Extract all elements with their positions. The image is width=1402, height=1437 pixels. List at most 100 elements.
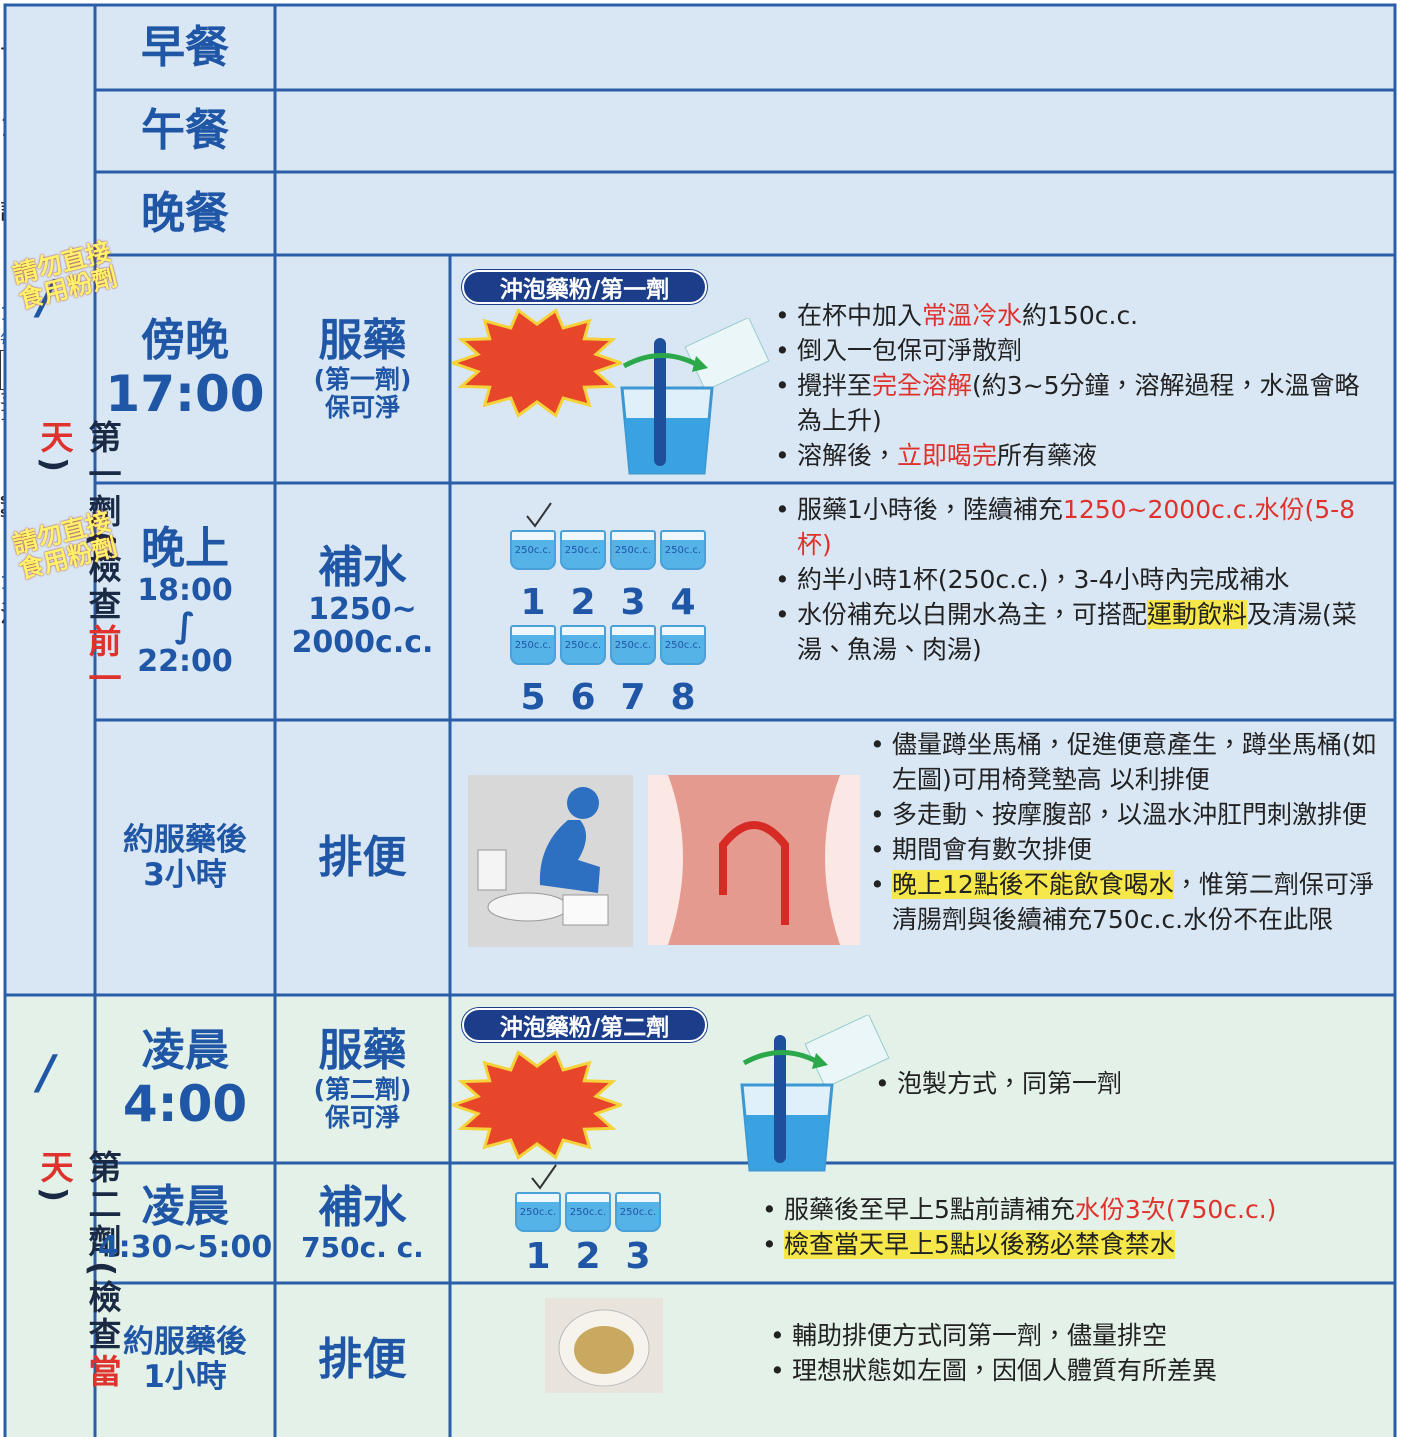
text-segment: 理想狀態如左圖，因個人體質有所差異 — [792, 1356, 1218, 1385]
cup-number: 2 — [575, 1236, 601, 1277]
bullet: 理想狀態如左圖，因個人體質有所差異 — [768, 1353, 1378, 1388]
check-mark — [526, 502, 552, 528]
cup-number: 2 — [570, 582, 596, 623]
check-mark — [531, 1164, 557, 1190]
bullet: 在杯中加入常溫冷水約150c.c. — [773, 298, 1383, 333]
time-cell: 晚上 18:00 ∫ 22:00 — [95, 483, 275, 720]
cup-number: 5 — [520, 677, 546, 718]
meal-name-text: 晚餐 — [141, 187, 229, 239]
text-segment: 檢查當天早上5點以後務必禁食禁水 — [784, 1230, 1175, 1259]
cup: 250c.c. — [510, 530, 556, 570]
text-segment: 服藥1小時後，陸續補充 — [797, 495, 1063, 524]
bullet: 多走動、按摩腹部，以溫水沖肛門刺激排便 — [868, 797, 1380, 832]
time-line: 3小時 — [143, 856, 227, 893]
section-label: 第一劑(檢查前一天) — [30, 420, 126, 730]
glass-illustration — [620, 318, 770, 475]
bullet: 儘量蹲坐馬桶，促進便意產生，蹲坐馬桶(如左圖)可用椅凳墊高 以利排便 — [868, 727, 1380, 797]
text-segment: (約3~5分鐘，溶解過程，水溫會略為上升) — [797, 371, 1360, 435]
bullet: 期間會有數次排便 — [868, 832, 1380, 867]
time-line: 17:00 — [105, 364, 265, 423]
cup: 250c.c. — [560, 530, 606, 570]
text-segment: 溶解後， — [797, 441, 898, 470]
bullet: 水份補充以白開水為主，可搭配運動飲料及清湯(菜湯、魚湯、肉湯) — [773, 597, 1383, 667]
cup: 250c.c. — [660, 625, 706, 665]
text-segment: 及清湯(菜湯、魚湯、肉湯) — [797, 600, 1357, 664]
text-segment: 期間會有數次排便 — [892, 835, 1093, 864]
time-line: 晚上 — [141, 523, 229, 575]
bullet-list: 輔助排便方式同第一劑，儘量排空理想狀態如左圖，因個人體質有所差異 — [768, 1318, 1378, 1388]
section-mark: / — [38, 1045, 55, 1099]
text-segment: 第二劑(檢查 — [83, 1150, 122, 1355]
text-segment: 在杯中加入 — [797, 301, 923, 330]
bullet: 服藥1小時後，陸續補充1250~2000c.c.水份(5-8杯) — [773, 492, 1383, 562]
bullet: 檢查當天早上5點以後務必禁食禁水 — [760, 1227, 1380, 1262]
text-segment: 多走動、按摩腹部，以溫水沖肛門刺激排便 — [892, 800, 1368, 829]
action-cell: 服藥 (第二劑) 保可淨 — [275, 995, 450, 1163]
badge: 沖泡藥粉/第二劑 — [462, 1008, 707, 1042]
bullet-list: 泡製方式，同第一劑 — [873, 1066, 1373, 1101]
action-line: 排便 — [318, 831, 407, 883]
action-cell: 服藥 (第一劑) 保可淨 — [275, 255, 450, 483]
time-line: 4:00 — [122, 1074, 248, 1133]
bullet: 攪拌至完全溶解(約3~5分鐘，溶解過程，水溫會略為上升) — [773, 368, 1383, 438]
cup-number: 8 — [670, 677, 696, 718]
text-segment: 水份3次(750c.c.) — [1074, 1195, 1277, 1224]
bullet: 溶解後，立即喝完所有藥液 — [773, 438, 1383, 473]
text-segment: 晚上12點後不能飲食喝水 — [892, 870, 1174, 899]
text-segment: 儘量蹲坐馬桶，促進便意產生，蹲坐馬桶(如左圖)可用椅凳墊高 以利排便 — [892, 730, 1377, 794]
text-segment: 約150c.c. — [1022, 301, 1139, 330]
bullet-list: 儘量蹲坐馬桶，促進便意產生，蹲坐馬桶(如左圖)可用椅凳墊高 以利排便多走動、按摩… — [868, 727, 1380, 937]
meal-name: 晚餐 — [95, 172, 275, 255]
cup: 250c.c. — [610, 530, 656, 570]
cup-number: 3 — [625, 1236, 651, 1277]
time-line: 約服藥後 — [123, 1324, 247, 1361]
warning-burst — [452, 1050, 622, 1160]
massage-illustration — [648, 775, 860, 945]
cup: 250c.c. — [610, 625, 656, 665]
text-segment: 常溫冷水 — [922, 301, 1023, 330]
time-line: 4:30~5:00 — [97, 1229, 273, 1265]
text-segment: 倒入一包保可淨散劑 — [797, 336, 1023, 365]
time-line: 凌晨 — [141, 1025, 229, 1077]
text-segment: 第一劑(檢查 — [83, 420, 122, 625]
bullet-list: 服藥1小時後，陸續補充1250~2000c.c.水份(5-8杯) 約半小時1杯(2… — [773, 492, 1383, 667]
action-cell: 排便 — [275, 720, 450, 995]
bullet: 晚上12點後不能飲食喝水，惟第二劑保可淨清腸劑與後續補充750c.c.水份不在此… — [868, 867, 1380, 937]
cup: 250c.c. — [515, 1192, 561, 1232]
action-cell: 補水 750c. c. — [275, 1163, 450, 1283]
text-segment: 水份補充以白開水為主，可搭配 — [797, 600, 1148, 629]
text-segment: 泡製方式，同第一劑 — [897, 1069, 1123, 1098]
text-segment: 完全溶解 — [872, 371, 973, 400]
text-segment: 前一天 — [35, 420, 122, 699]
cup-number: 1 — [520, 582, 546, 623]
text-segment: ) — [35, 457, 74, 477]
cup: 250c.c. — [510, 625, 556, 665]
bullet: 倒入一包保可淨散劑 — [773, 333, 1383, 368]
bullet: 約半小時1杯(250c.c.)，3-4小時內完成補水 — [773, 562, 1383, 597]
text-segment: 攪拌至 — [797, 371, 873, 400]
text-segment: 1250~2000c.c.水份(5-8杯) — [797, 495, 1356, 559]
meal-name-text: 早餐 — [141, 21, 229, 73]
text-segment: 立即喝完 — [897, 441, 998, 470]
time-cell: 凌晨 4:00 — [95, 995, 275, 1163]
squat-illustration — [468, 775, 633, 947]
text-segment: 服藥後至早上5點前請補充 — [784, 1195, 1075, 1224]
action-line: 保可淨 — [324, 392, 400, 422]
meal-name: 午餐 — [95, 90, 275, 172]
action-line: 排便 — [318, 1334, 407, 1386]
text-segment: 輔助排便方式同第一劑，儘量排空 — [792, 1321, 1168, 1350]
time-line: 傍晚 — [141, 315, 229, 367]
action-line: 服藥 — [318, 1025, 407, 1077]
cup-number: 1 — [525, 1236, 551, 1277]
meal-name: 早餐 — [95, 5, 275, 90]
time-line: 18:00 — [137, 572, 233, 608]
time-line: 凌晨 — [141, 1180, 229, 1232]
time-cell: 凌晨 4:30~5:00 — [95, 1163, 275, 1283]
text-segment: 當天 — [35, 1150, 122, 1392]
time-line: 1小時 — [143, 1359, 227, 1395]
time-cell: 約服藥後 1小時 — [95, 1283, 275, 1437]
text-segment: 運動飲料 — [1147, 600, 1248, 629]
action-line: 保可淨 — [324, 1102, 400, 1132]
action-line: (第一劑) — [313, 364, 412, 394]
